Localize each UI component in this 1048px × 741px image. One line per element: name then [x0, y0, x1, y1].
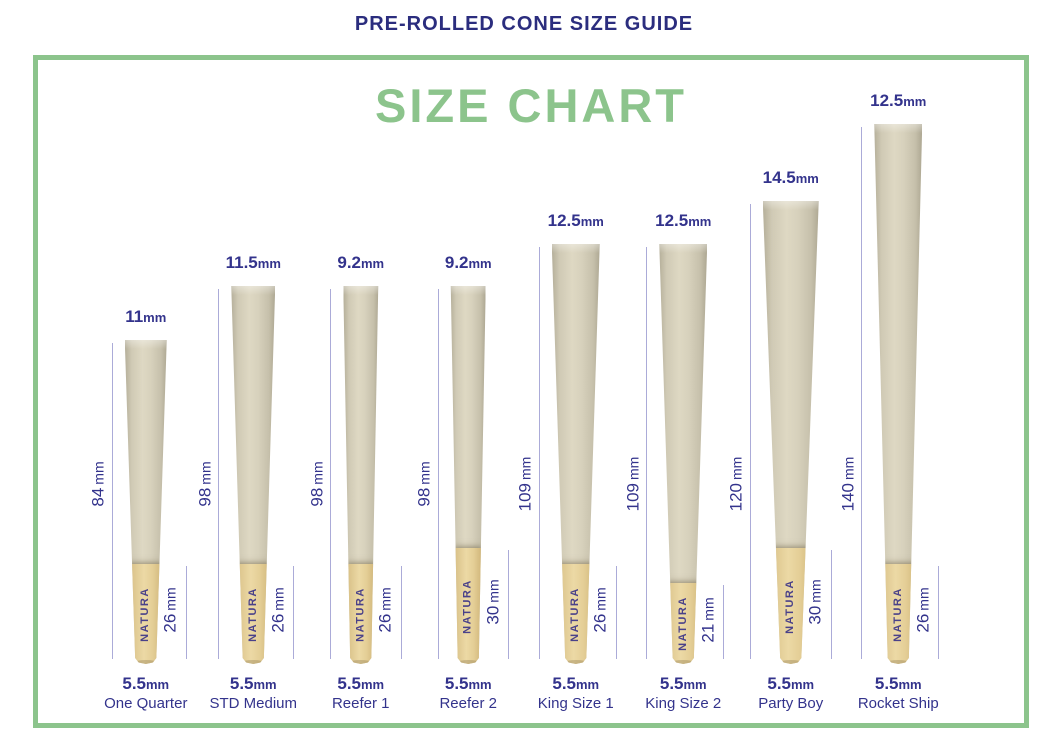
- cone-top-diameter-label: 14.5mm: [762, 168, 819, 187]
- cone-name: King Size 2: [645, 695, 722, 712]
- length-measure-line: [218, 289, 220, 659]
- cone-name: Reefer 2: [439, 695, 498, 712]
- cone-bottom-diameter-label: 5.5mm: [229, 674, 277, 693]
- length-label: 98mm: [307, 461, 327, 507]
- cone-group: 9.2mm NATURA 98mm 26mm 5.5mm Reefer 1: [307, 253, 415, 713]
- length-measure-line: [749, 204, 751, 659]
- tip-brand-text: NATURA: [891, 586, 904, 642]
- cone-group: 14.5mm NATURA 120mm 30mm 5.5mm Party Boy: [727, 168, 845, 713]
- length-label: 140mm: [838, 456, 858, 512]
- length-measure-line: [437, 289, 439, 659]
- cone-top-diameter-label: 11mm: [125, 307, 167, 326]
- cone-illustration-area: NATURA 84mm 26mm: [88, 340, 200, 664]
- tip-measure-line: [938, 566, 940, 659]
- length-label: 120mm: [726, 456, 746, 512]
- cone-top-diameter-label: 9.2mm: [444, 253, 492, 272]
- cone-top-diameter-label: 12.5mm: [655, 211, 712, 230]
- tip-brand-text: NATURA: [676, 596, 689, 651]
- cone-name: One Quarter: [104, 695, 188, 712]
- cone-top-diameter-label: 12.5mm: [870, 91, 927, 110]
- cone-illustration-area: NATURA 109mm 26mm: [516, 244, 630, 664]
- cone-illustration-area: NATURA 98mm 26mm: [307, 286, 415, 664]
- tip-length-label: 26mm: [160, 587, 180, 633]
- cone-name: Reefer 1: [331, 695, 390, 712]
- cone-group: 9.2mm NATURA 98mm 30mm 5.5mm Reefer 2: [415, 253, 523, 713]
- cone-bottom-diameter-label: 5.5mm: [552, 674, 600, 693]
- chart-title: SIZE CHART: [375, 79, 687, 132]
- tip-length-label: 30mm: [483, 579, 503, 625]
- length-label: 98mm: [414, 461, 434, 507]
- cone-illustration: NATURA: [343, 286, 379, 664]
- tip-length-label: 26mm: [913, 587, 933, 633]
- cone-illustration-area: NATURA 98mm 30mm: [415, 286, 523, 664]
- tip-length-label: 26mm: [375, 587, 395, 633]
- tip-brand-text: NATURA: [784, 578, 797, 634]
- cone-illustration-area: NATURA 109mm 21mm: [623, 244, 738, 664]
- tip-measure-line: [615, 566, 617, 659]
- tip-brand-text: NATURA: [461, 578, 474, 634]
- cone-group: 11.5mm NATURA 98mm 26mm 5.5mm STD Medium: [195, 253, 308, 713]
- tip-measure-line: [185, 566, 187, 659]
- tip-brand-text: NATURA: [246, 586, 259, 642]
- cone-top-diameter-label: 9.2mm: [337, 253, 385, 272]
- cone-bottom-diameter-label: 5.5mm: [122, 674, 170, 693]
- chart-frame: SIZE CHART 11mm NATURA 84mm 26mm 5.5mm One Qu…: [33, 55, 1029, 728]
- page-title: PRE-ROLLED CONE SIZE GUIDE: [354, 13, 694, 35]
- cone-illustration-area: NATURA 120mm 30mm: [727, 201, 845, 664]
- cones-row: 11mm NATURA 84mm 26mm 5.5mm One Quarter 11.5mm…: [38, 91, 1024, 713]
- tip-brand-text: NATURA: [354, 586, 367, 642]
- tip-brand-text: NATURA: [569, 586, 582, 642]
- cone-bottom-diameter-label: 5.5mm: [767, 674, 815, 693]
- cone-name: Party Boy: [758, 695, 824, 712]
- tip-measure-line: [508, 550, 510, 659]
- tip-measure-line: [293, 566, 295, 659]
- cone-name: King Size 1: [537, 695, 614, 712]
- length-measure-line: [646, 247, 648, 659]
- cone-illustration-area: NATURA 140mm 26mm: [838, 124, 953, 664]
- tip-length-label: 26mm: [268, 587, 288, 633]
- cone-group: 12.5mm NATURA 109mm 21mm 5.5mm King Size 2: [623, 211, 738, 713]
- length-label: 109mm: [623, 456, 643, 512]
- length-label: 109mm: [515, 456, 535, 512]
- length-measure-line: [538, 247, 540, 659]
- tip-brand-text: NATURA: [139, 586, 152, 642]
- cone-illustration: NATURA: [874, 124, 923, 664]
- tip-measure-line: [400, 566, 402, 659]
- tip-measure-line: [723, 585, 725, 659]
- cone-group: 12.5mm NATURA 109mm 26mm 5.5mm King Size 1: [516, 211, 630, 713]
- cone-illustration-area: NATURA 98mm 26mm: [195, 286, 308, 664]
- length-label: 98mm: [195, 461, 215, 507]
- cone-top-diameter-label: 11.5mm: [225, 253, 281, 272]
- cone-bottom-diameter-label: 5.5mm: [659, 674, 707, 693]
- tip-length-label: 30mm: [805, 579, 825, 625]
- length-label: 84mm: [88, 461, 108, 507]
- cone-name: Rocket Ship: [857, 695, 939, 712]
- cone-bottom-diameter-label: 5.5mm: [874, 674, 922, 693]
- cone-group: 11mm NATURA 84mm 26mm 5.5mm One Quarter: [88, 307, 200, 713]
- cone-illustration: NATURA: [450, 286, 486, 664]
- length-measure-line: [861, 127, 863, 659]
- length-measure-line: [111, 343, 113, 659]
- tip-measure-line: [830, 550, 832, 659]
- cone-top-diameter-label: 12.5mm: [547, 211, 604, 230]
- tip-length-label: 26mm: [590, 587, 610, 633]
- length-measure-line: [330, 289, 332, 659]
- tip-length-label: 21mm: [698, 596, 718, 643]
- cone-group: 12.5mm NATURA 140mm 26mm 5.5mm Rocket Ship: [838, 91, 953, 713]
- cone-bottom-diameter-label: 5.5mm: [444, 674, 492, 693]
- cone-name: STD Medium: [209, 695, 298, 712]
- cone-bottom-diameter-label: 5.5mm: [337, 674, 385, 693]
